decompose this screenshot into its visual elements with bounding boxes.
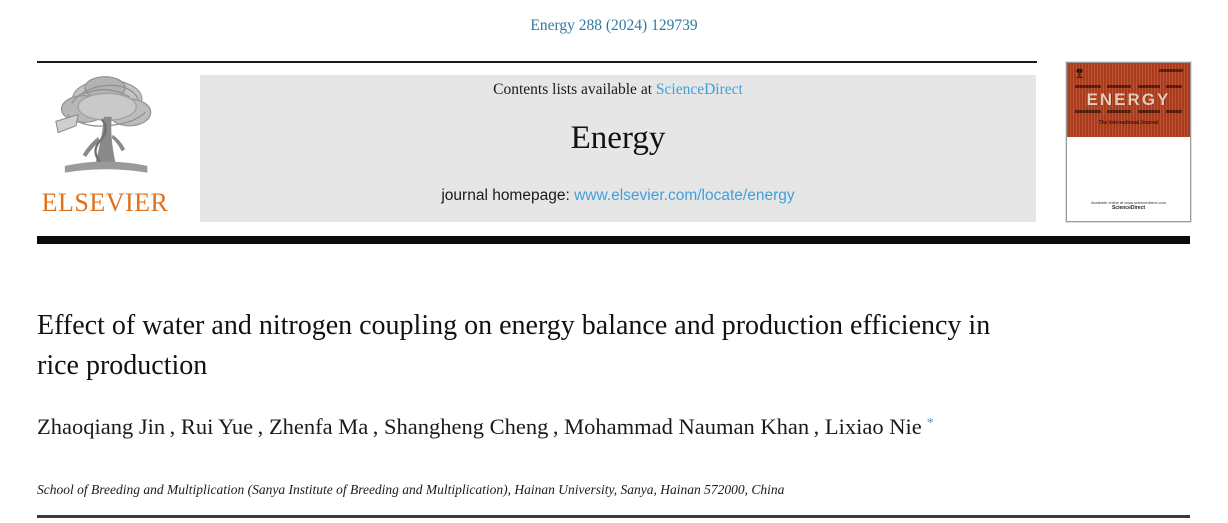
article-title: Effect of water and nitrogen coupling on… [37, 310, 991, 381]
header-top-rule [37, 61, 1037, 63]
author-separator: , [548, 414, 565, 439]
author-separator: , [165, 414, 181, 439]
author-name: Shangheng Cheng [384, 414, 549, 439]
journal-banner: Contents lists available at ScienceDirec… [200, 75, 1036, 222]
footer-rule [37, 515, 1190, 518]
cover-category-row [1075, 85, 1182, 88]
cover-category-row [1075, 110, 1182, 113]
corresponding-author-mark[interactable]: * [926, 416, 934, 431]
cover-elsevier-tree-icon [1075, 68, 1084, 79]
author-separator: , [368, 414, 385, 439]
cover-title: ENERGY [1086, 90, 1171, 109]
cover-subtitle: The International Journal [1098, 120, 1159, 126]
homepage-prefix: journal homepage: [441, 187, 575, 204]
journal-citation-link[interactable]: Energy 288 (2024) 129739 [530, 17, 698, 34]
sciencedirect-link[interactable]: ScienceDirect [655, 81, 743, 98]
affiliation: School of Breeding and Multiplication (S… [37, 482, 785, 497]
elsevier-logo: ELSEVIER [38, 70, 172, 222]
author-separator: , [253, 414, 269, 439]
author-names: Zhaoqiang Jin , Rui Yue , Zhenfa Ma , Sh… [37, 414, 922, 439]
author-separator: , [809, 414, 825, 439]
author-name: Zhaoqiang Jin [37, 414, 166, 439]
contents-prefix: Contents lists available at [493, 81, 656, 98]
elsevier-tree-icon [55, 76, 152, 173]
journal-title: Energy [570, 120, 666, 156]
author-name: Rui Yue [180, 414, 254, 439]
author-name: Lixiao Nie [824, 414, 922, 439]
cover-footer-sciencedirect: ScienceDirect [1111, 205, 1146, 211]
cover-issn-text [1159, 69, 1183, 72]
author-name: Zhenfa Ma [268, 414, 369, 439]
author-name: Mohammad Nauman Khan [564, 414, 810, 439]
cover-masthead: ENERGY The International Journal [1067, 63, 1190, 137]
header-divider-bar [37, 236, 1190, 244]
author-list: Zhaoqiang Jin , Rui Yue , Zhenfa Ma , Sh… [37, 407, 977, 443]
elsevier-logo-text: ELSEVIER [41, 188, 169, 217]
journal-cover-thumbnail[interactable]: ENERGY The International Journal Availab… [1066, 62, 1191, 222]
contents-line: Contents lists available at ScienceDirec… [200, 81, 1036, 99]
journal-homepage-link[interactable]: www.elsevier.com/locate/energy [574, 187, 795, 204]
cover-footer: Available online at www.sciencedirect.co… [1067, 200, 1190, 211]
homepage-line: journal homepage: www.elsevier.com/locat… [200, 187, 1036, 205]
cover-footer-availability: Available online at www.sciencedirect.co… [1090, 200, 1167, 205]
